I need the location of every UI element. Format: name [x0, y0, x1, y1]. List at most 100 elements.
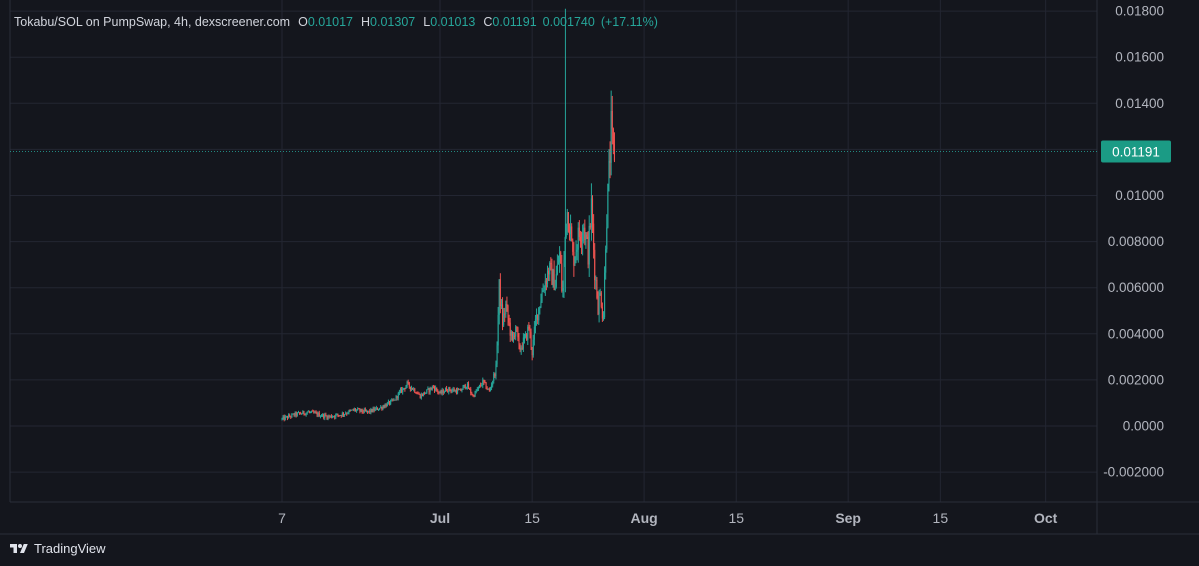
candle-body	[341, 413, 343, 417]
candle-body	[430, 387, 432, 390]
candle-body	[540, 301, 542, 308]
candle-body	[427, 388, 429, 390]
candle-body	[433, 386, 436, 391]
change-percent: (+17.11%)	[600, 15, 658, 29]
candle-body	[459, 389, 461, 391]
candle-body	[472, 394, 474, 396]
chart-legend: Tokabu/SOL on PumpSwap, 4h, dexscreener.…	[14, 15, 658, 29]
candle-body	[601, 306, 603, 319]
candle-body	[327, 416, 329, 419]
candle-body	[413, 388, 415, 390]
candle-body	[299, 412, 301, 414]
candle-body	[356, 409, 358, 411]
candle-body	[418, 393, 420, 395]
candle-body	[362, 411, 364, 413]
candle-body	[426, 389, 428, 393]
tradingview-attribution[interactable]: TradingView	[10, 541, 106, 556]
candle-body	[552, 269, 554, 285]
candle-body	[395, 396, 397, 401]
candles-group	[281, 90, 616, 422]
candle-body	[488, 388, 490, 391]
candle-body	[324, 414, 326, 418]
candle-body	[578, 227, 580, 237]
candle-body	[371, 409, 373, 412]
candle-body	[357, 408, 359, 410]
candle-body	[611, 110, 613, 129]
candle-body	[359, 408, 361, 412]
candle-body	[467, 383, 470, 389]
candle-body	[585, 234, 587, 240]
candle-body	[386, 402, 388, 407]
candle-body	[347, 413, 349, 415]
candle-body	[443, 391, 445, 394]
candle-body	[320, 416, 323, 417]
candle-body	[575, 251, 577, 258]
candle-body	[543, 290, 545, 292]
candle-body	[465, 387, 467, 389]
candle-body	[312, 410, 314, 412]
candle-body	[392, 399, 394, 401]
current-price-badge	[1101, 140, 1171, 163]
candle-body	[480, 385, 482, 386]
candle-body	[518, 337, 520, 346]
open-value: 0.01017	[307, 15, 354, 29]
candle-body	[520, 347, 522, 351]
candle-body	[484, 382, 486, 384]
candle-body	[453, 389, 455, 392]
candle-body	[420, 394, 422, 399]
candle-body	[440, 391, 442, 394]
candle-body	[405, 386, 407, 389]
candle-body	[409, 386, 411, 390]
candle-body	[565, 223, 567, 238]
candle-body	[496, 345, 498, 365]
candle-body	[451, 390, 453, 392]
candle-body	[510, 331, 512, 336]
candle-body	[289, 415, 291, 417]
candle-body	[432, 386, 434, 388]
candle-body	[330, 415, 332, 418]
candle-body	[515, 326, 517, 337]
candle-body	[305, 412, 307, 415]
candle-body	[478, 385, 481, 387]
candle-body	[587, 236, 589, 265]
candle-body	[336, 413, 338, 415]
candle-body	[542, 290, 544, 292]
candle-body	[463, 384, 465, 387]
candle-body	[296, 412, 298, 416]
candle-body	[528, 326, 530, 329]
candle-body	[589, 225, 591, 228]
candle-body	[325, 414, 327, 416]
candle-body	[588, 225, 590, 265]
candle-body	[591, 198, 594, 224]
candle-body	[521, 347, 523, 349]
candle-body	[308, 411, 310, 413]
candle-body	[531, 347, 533, 356]
candle-body	[514, 335, 516, 337]
candle-body	[322, 414, 324, 417]
candle-body	[574, 257, 576, 266]
candle-body	[323, 414, 325, 418]
candle-body	[283, 416, 285, 420]
candle-body	[360, 408, 362, 412]
low-label: L	[423, 15, 431, 29]
x-tick-label: Sep	[835, 510, 861, 526]
candle-body	[590, 198, 592, 228]
candle-body	[604, 272, 606, 318]
y-tick-label: 0.0000	[1123, 419, 1164, 434]
candle-body	[406, 381, 408, 387]
close-label: C	[483, 15, 493, 29]
candle-body	[424, 392, 426, 394]
open-label: O	[298, 15, 308, 29]
candle-body	[599, 292, 601, 296]
candle-body	[385, 404, 387, 407]
candle-body	[350, 410, 352, 412]
candle-body	[370, 409, 372, 413]
candle-body	[538, 307, 540, 321]
candle-body	[483, 379, 485, 383]
candle-body	[435, 387, 437, 391]
candle-body	[300, 413, 302, 415]
candle-body	[335, 414, 337, 418]
candle-body	[281, 418, 283, 420]
